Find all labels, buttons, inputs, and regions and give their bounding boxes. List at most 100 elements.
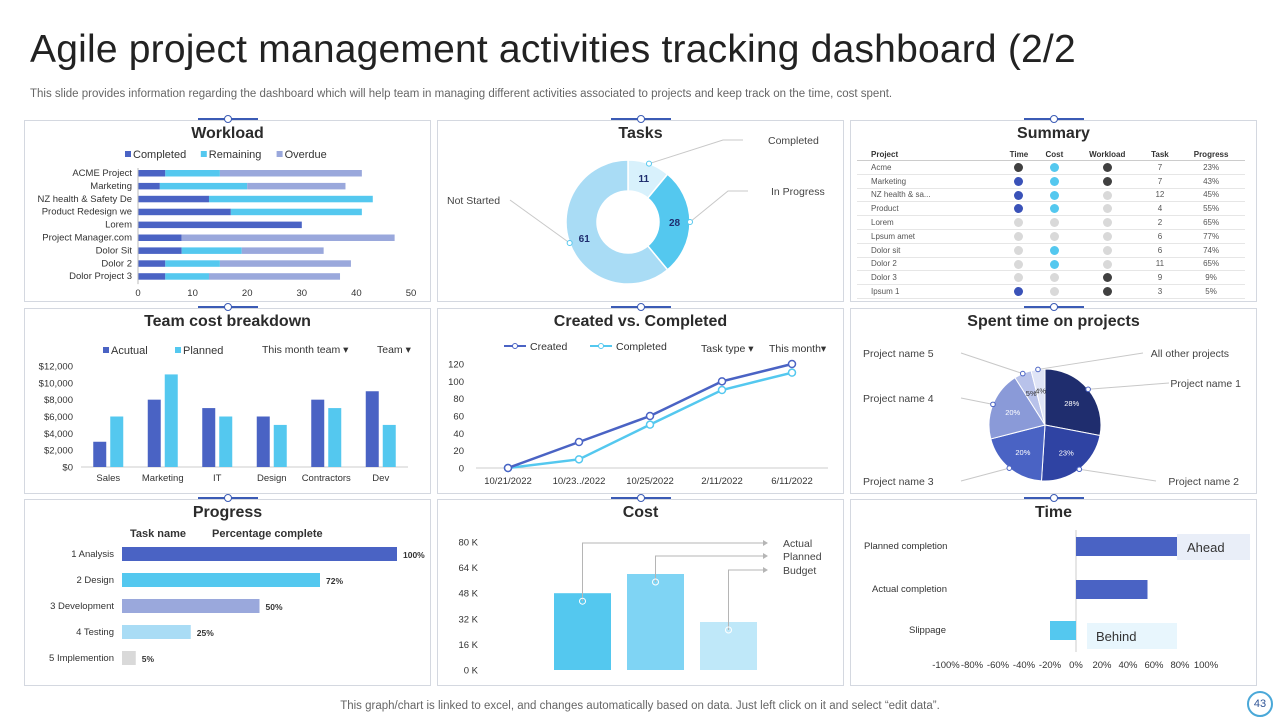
annotation-label: Behind [1096,629,1136,644]
workload-bar [138,247,182,254]
tasks-panel[interactable]: Tasks 11 Completed 28 In Progress 61 Not Star… [437,115,844,302]
x-tick-label: 30 [297,288,308,299]
summary-row[interactable]: Dolor sit 6 74% [857,243,1245,258]
summary-cost-cell [1037,270,1072,286]
summary-workload-cell [1071,243,1143,258]
x-tick-label: 0 [135,288,140,299]
summary-row[interactable]: Ipsum 1 3 5% [857,284,1245,299]
status-dot [1102,218,1112,228]
workload-bar [230,208,362,216]
time-panel[interactable]: Time Planned completion Actual completion… [850,494,1257,686]
page-title: Agile project management activities trac… [30,28,1076,71]
summary-progress-cell: 43% [1177,174,1245,189]
spent-time-panel[interactable]: Spent time on projects 28% Project name 1… [850,303,1257,494]
leader-dot [566,240,573,247]
summary-project-cell: Dolor sit [857,243,1001,258]
summary-progress-cell: 23% [1177,160,1245,175]
panel-tab [197,303,258,311]
progress-panel[interactable]: Progress Task name Percentage complete 1 A… [24,494,431,686]
page-subtitle: This slide provides information regardin… [30,88,893,100]
page-number: 43 [1247,691,1273,717]
summary-workload-cell [1071,270,1143,286]
summary-progress-cell: 65% [1177,257,1245,272]
leader-dot [687,219,693,225]
progress-value: 5% [142,654,155,664]
y-tick-label: 100 [448,377,464,388]
progress-bar [122,625,191,639]
created-completed-panel[interactable]: Created vs. Completed Created Completed Ta… [437,303,844,494]
progress-bar [122,573,320,587]
status-dot [1102,163,1112,173]
slice-value: 11 [638,174,649,185]
summary-project-cell: NZ health & sa... [857,188,1001,203]
summary-row[interactable]: Lorem 2 65% [857,215,1245,230]
summary-row[interactable]: Lpsum amet 6 77% [857,229,1245,244]
workload-bar [181,247,242,254]
status-dot [1049,163,1059,173]
bar-marker [579,597,586,605]
x-tick-label: 10/23../2022 [553,476,606,487]
status-dot [1049,259,1059,269]
summary-row[interactable]: Dolor 2 11 65% [857,257,1245,272]
cost-panel[interactable]: Cost 0 K 16 K 32 K 48 K 64 K 80 K Actual Planne… [437,494,844,686]
summary-row[interactable]: Product 4 55% [857,201,1245,217]
summary-header: Task [1142,149,1178,161]
summary-task-cell: 12 [1142,188,1178,203]
legend-swatch [125,151,131,157]
status-dot [1049,190,1059,200]
time-category-label: Slippage [909,625,946,636]
panel-title: Spent time on projects [967,313,1140,330]
panel-title: Created vs. Completed [553,313,728,330]
cost-legend-label: Actual [783,538,812,550]
x-tick-label: 50 [406,288,417,299]
slice-value: 28 [669,218,681,229]
status-dot [1049,176,1059,186]
panel-title: Team cost breakdown [144,313,311,330]
y-tick-label: 0 K [464,666,479,677]
y-tick-label: $8,000 [44,395,73,406]
x-tick-label: 6/11/2022 [771,476,813,487]
summary-cost-cell [1037,257,1072,272]
time-bar [1050,621,1076,640]
summary-time-cell [1000,201,1038,217]
summary-workload-cell [1071,174,1143,189]
workload-bar [138,221,302,229]
workload-panel[interactable]: Workload Completed Remaining Overdue ACME P… [24,115,431,302]
team-cost-panel[interactable]: Team cost breakdown Acutual Planned This m… [24,303,431,494]
category-label: NZ health & Safety De [37,194,132,205]
cost-bar [164,374,178,467]
donut-slice [565,159,669,285]
panel-tab [610,115,671,123]
summary-row[interactable]: Acme 7 23% [857,160,1245,175]
summary-time-cell [1000,160,1038,175]
status-dot [1014,204,1024,214]
status-dot [1049,273,1059,283]
panel-tab [610,303,671,311]
panel-title: Progress [192,504,263,521]
summary-project-cell: Ipsum 1 [857,284,1001,299]
slice-label: Project name 3 [863,476,934,488]
cost-bar [382,424,396,467]
x-tick-label: 10/25/2022 [626,476,674,487]
summary-row[interactable]: Dolor 3 9 9% [857,270,1245,286]
category-label: Dolor 2 [101,258,132,269]
spent-time-chart: 28% Project name 1 23% Project name 2 20% Pro… [863,348,1241,488]
summary-cost-cell [1037,229,1072,244]
leader-dot [1076,466,1083,473]
leader-line [960,467,1010,482]
summary-workload-cell [1071,257,1143,272]
workload-bar [181,234,395,241]
summary-row[interactable]: NZ health & sa... 12 45% [857,188,1245,203]
summary-cost-cell [1037,188,1072,203]
summary-project-cell: Product [857,201,1001,217]
summary-progress-cell: 55% [1177,201,1245,217]
summary-panel[interactable]: Summary Project Time Cost Workload Task Progr… [850,115,1257,302]
summary-workload-cell [1071,201,1143,217]
y-tick-label: 20 [453,446,464,457]
y-tick-label: $12,000 [39,362,73,373]
panel-tab [1023,303,1084,311]
leader-line [728,569,763,630]
summary-row[interactable]: Marketing 7 43% [857,174,1245,189]
filter-dropdown: Team ▾ [377,344,412,356]
workload-bar [219,170,362,177]
